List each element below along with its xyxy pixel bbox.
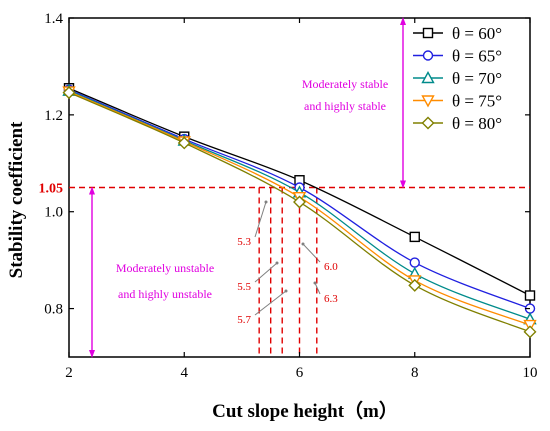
legend-marker-2 (422, 50, 434, 61)
cut-height-label: 6.3 (324, 293, 338, 305)
legend-label-1: θ = 60° (452, 24, 502, 43)
x-tick-label: 8 (411, 365, 419, 381)
legend-marker-1 (422, 27, 434, 39)
data-point-series-1 (524, 290, 536, 301)
legend-marker-3 (421, 71, 435, 84)
y-tick-label: 1.2 (44, 108, 63, 124)
y-tick-label: 0.8 (44, 302, 63, 318)
cut-height-label: 5.5 (237, 281, 251, 293)
cut-pointer-tip (301, 242, 305, 246)
legend-marker-4 (421, 95, 435, 108)
cut-height-label: 5.7 (237, 314, 251, 326)
legend-label-2: θ = 65° (452, 47, 502, 66)
data-point-series-1 (409, 231, 420, 243)
legend-label-3: θ = 70° (452, 69, 502, 88)
data-point-series-5 (62, 86, 76, 100)
x-tick-label: 4 (181, 365, 189, 381)
cut-pointer-tip (313, 281, 317, 285)
legend-marker-5 (421, 116, 435, 130)
y-axis-title: Stability coefficient (6, 121, 27, 278)
data-point-series-5 (177, 136, 191, 150)
data-point-series-5 (523, 325, 537, 339)
cut-pointer-tip (284, 289, 288, 293)
legend-label-4: θ = 75° (452, 92, 502, 111)
stable-annotation-line2: and highly stable (304, 99, 386, 113)
data-point-series-2 (409, 257, 420, 268)
x-tick-label: 6 (296, 365, 304, 381)
data-point-series-5 (293, 195, 306, 209)
stable-annotation-line1: Moderately stable (302, 77, 388, 91)
data-point-series-5 (408, 278, 422, 292)
cut-pointer (314, 282, 321, 295)
legend-label-5: θ = 80° (452, 114, 502, 133)
unstable-annotation-line1: Moderately unstable (116, 261, 214, 275)
cut-pointer (254, 290, 287, 316)
cut-pointer (254, 262, 278, 283)
cut-height-label: 5.3 (237, 236, 251, 248)
threshold-label: 1.05 (39, 182, 64, 197)
cut-pointer-tip (264, 200, 268, 204)
cut-pointer-tip (275, 261, 279, 265)
x-tick-label: 10 (523, 365, 538, 381)
y-tick-label: 1.4 (44, 11, 63, 27)
cut-height-label: 6.0 (324, 261, 338, 273)
x-tick-label: 2 (65, 365, 73, 381)
y-tick-label: 1.0 (44, 205, 63, 221)
x-axis-title: Cut slope height（m） (212, 399, 398, 422)
cut-pointer (254, 201, 267, 238)
unstable-annotation-line2: and highly unstable (118, 287, 212, 301)
